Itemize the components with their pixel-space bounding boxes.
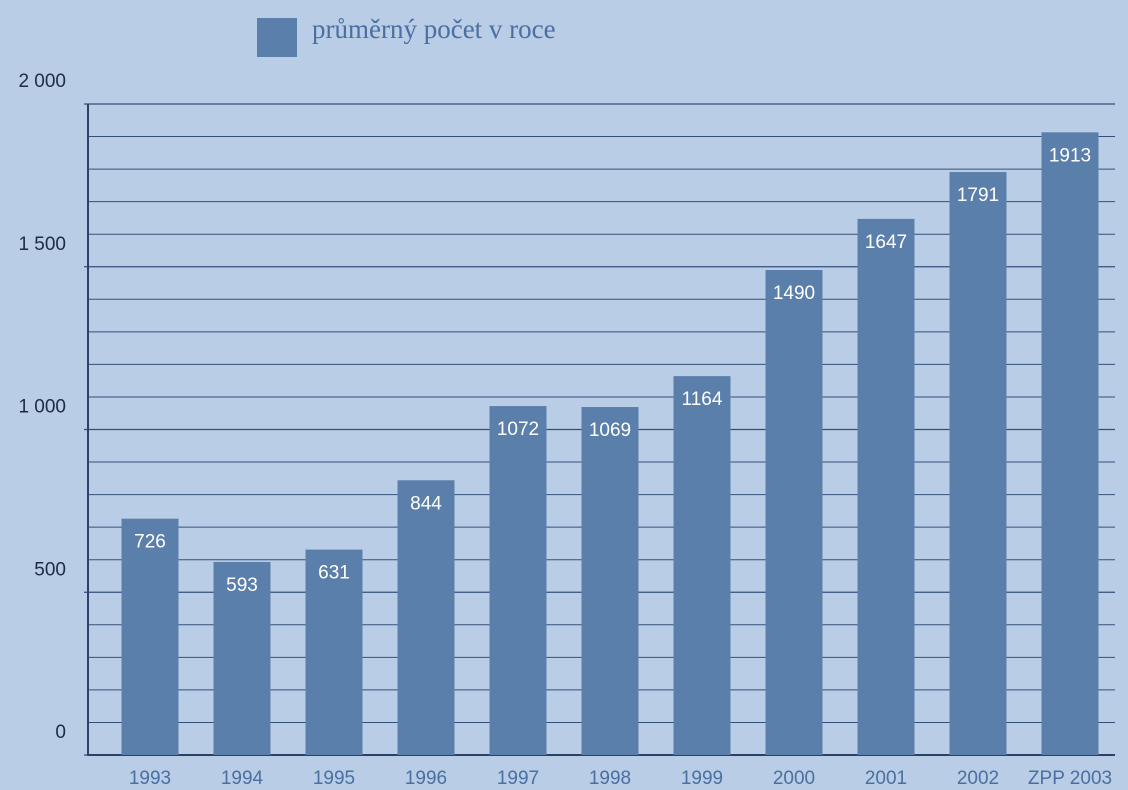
legend-label: průměrný počet v roce <box>312 14 556 44</box>
x-tick-label: 2001 <box>865 768 907 789</box>
x-tick-label: 2000 <box>773 768 815 789</box>
x-tick-label: 1995 <box>313 768 355 789</box>
bar <box>305 549 363 755</box>
bar <box>581 407 639 755</box>
value-label: 1490 <box>773 283 815 304</box>
x-tick-label: 1997 <box>497 768 539 789</box>
value-label: 631 <box>318 563 350 584</box>
bar <box>949 172 1007 756</box>
x-tick-label: 1998 <box>589 768 631 789</box>
bar <box>1041 132 1099 756</box>
bar <box>397 480 455 755</box>
x-tick-label: 1993 <box>129 768 171 789</box>
bar <box>213 561 271 755</box>
y-tick-label: 1 000 <box>18 397 66 418</box>
value-label: 1647 <box>865 232 907 253</box>
bar <box>673 376 731 755</box>
y-tick-label: 500 <box>34 559 66 580</box>
value-label: 844 <box>410 493 442 514</box>
value-label: 1072 <box>497 419 539 440</box>
value-label: 1164 <box>682 389 723 410</box>
value-label: 1913 <box>1049 145 1091 166</box>
x-tick-label: 1994 <box>221 768 264 789</box>
y-tick-label: 1 500 <box>18 234 66 255</box>
bar <box>121 518 179 755</box>
legend-swatch <box>257 18 297 57</box>
x-tick-label: 2002 <box>957 768 999 789</box>
bar <box>857 218 915 756</box>
x-tick-label: 1999 <box>681 768 723 789</box>
x-tick-label: 1996 <box>405 768 447 789</box>
value-label: 1791 <box>957 185 999 206</box>
bar <box>765 270 823 755</box>
value-label: 593 <box>226 575 258 596</box>
y-tick-label: 0 <box>55 722 66 743</box>
value-label: 726 <box>134 532 166 553</box>
y-tick-label: 2 000 <box>18 71 66 92</box>
x-tick-label: ZPP 2003 <box>1028 768 1112 789</box>
bar <box>489 406 547 755</box>
value-label: 1069 <box>589 420 631 441</box>
